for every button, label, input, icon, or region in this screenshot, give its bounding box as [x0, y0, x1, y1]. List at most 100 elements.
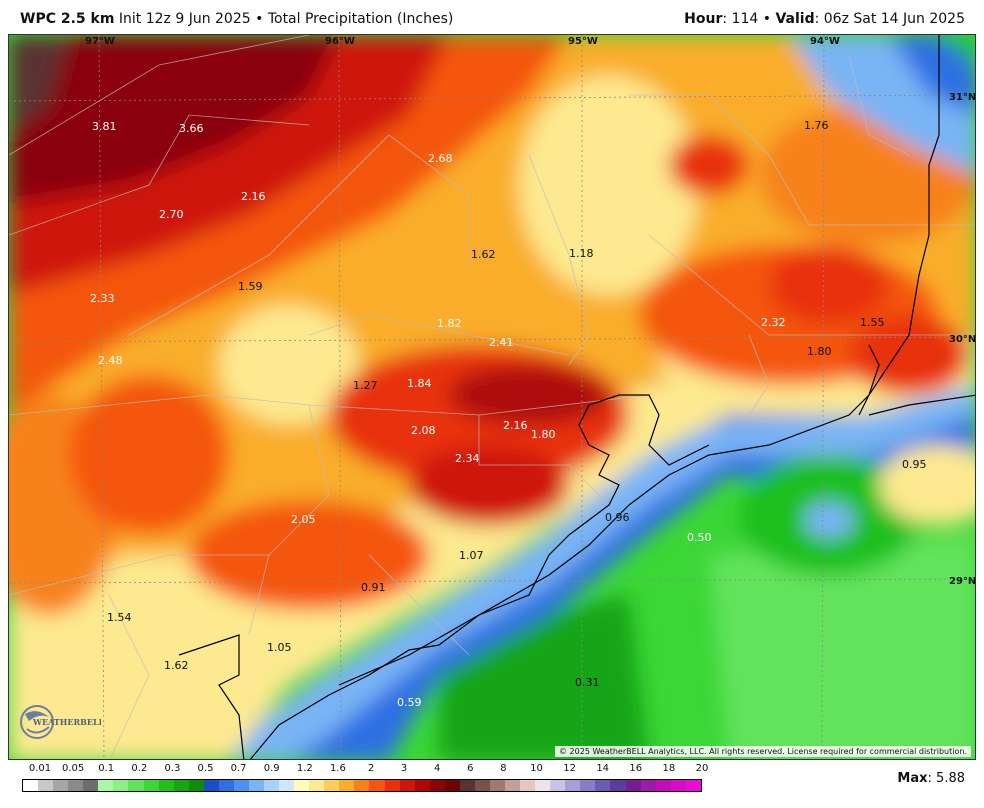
max-label-text: Max — [897, 771, 928, 786]
legend-swatch — [98, 780, 114, 791]
legend-color-bar — [22, 779, 702, 792]
legend-swatch — [399, 780, 415, 791]
precip-value-label: 1.07 — [459, 549, 484, 562]
svg-text:WEATHERBELL: WEATHERBELL — [32, 717, 101, 727]
legend-tick-label: 2 — [367, 763, 375, 774]
precip-value-label: 1.62 — [471, 248, 496, 261]
legend-swatch — [670, 780, 686, 791]
legend-tick-label: 0.1 — [98, 763, 115, 774]
precip-shading — [9, 35, 975, 759]
legend-swatch — [655, 780, 671, 791]
title-separator: • — [255, 11, 264, 27]
coastline — [178, 35, 975, 759]
valid-value: : 06z Sat 14 Jun 2025 — [814, 11, 965, 27]
legend-swatch — [294, 780, 310, 791]
weatherbell-logo-icon: WEATHERBELL — [20, 705, 101, 739]
legend-swatch — [474, 780, 490, 791]
legend-swatch — [354, 780, 370, 791]
lon-label-97w: 97°W — [85, 36, 115, 47]
legend-swatch — [68, 780, 84, 791]
legend-tick-label: 10 — [530, 763, 543, 774]
precip-value-label: 1.80 — [531, 428, 556, 441]
hour-label: Hour — [684, 11, 723, 27]
valid-label: Valid — [775, 11, 815, 27]
legend-tick-label: 0.5 — [197, 763, 214, 774]
precip-value-label: 2.34 — [455, 452, 480, 465]
legend-tick-label: 1.6 — [329, 763, 346, 774]
legend-swatch — [520, 780, 536, 791]
precip-value-label: 2.48 — [98, 354, 123, 367]
precip-value-label: 0.96 — [605, 511, 630, 524]
precip-value-label: 0.59 — [397, 696, 422, 709]
legend-swatch — [595, 780, 611, 791]
lon-label-95w: 95°W — [568, 36, 598, 47]
precip-value-label: 1.84 — [407, 377, 432, 390]
legend-swatch — [203, 780, 219, 791]
legend-swatch — [143, 780, 159, 791]
precip-value-label: 2.41 — [489, 336, 514, 349]
legend-swatch — [309, 780, 325, 791]
precip-value-label: 2.16 — [503, 419, 528, 432]
legend-swatch — [83, 780, 99, 791]
legend-tick-label: 1.2 — [296, 763, 313, 774]
precip-value-label: 1.18 — [569, 247, 594, 260]
map-title: WPC 2.5 km Init 12z 9 Jun 2025 • Total P… — [20, 11, 453, 27]
header-separator: • — [762, 11, 771, 27]
precip-value-label: 3.66 — [179, 122, 204, 135]
product-name: Total Precipitation (Inches) — [267, 11, 454, 27]
lat-label-31n: 31°N — [949, 92, 976, 103]
legend-swatch — [23, 780, 39, 791]
legend-tick-label: 20 — [695, 763, 709, 774]
legend-swatch — [565, 780, 581, 791]
precipitation-map[interactable]: 97°W 96°W 95°W 94°W 31°N 30°N 29°N 3.81 3… — [8, 34, 976, 760]
legend-swatch — [324, 780, 340, 791]
model-name: WPC 2.5 km — [20, 11, 115, 27]
legend-swatch — [444, 780, 460, 791]
max-value-text: : 5.88 — [927, 771, 965, 786]
precip-value-label: 0.31 — [575, 676, 600, 689]
precip-value-label: 0.91 — [361, 581, 386, 594]
lat-label-30n: 30°N — [949, 334, 976, 345]
precip-value-label: 2.05 — [291, 513, 316, 526]
legend-swatch — [113, 780, 129, 791]
precip-value-label: 1.54 — [107, 611, 132, 624]
legend-swatch — [38, 780, 54, 791]
county-borders — [9, 35, 975, 759]
legend-swatch — [489, 780, 505, 791]
legend-swatch — [158, 780, 174, 791]
legend-tick-label: 18 — [662, 763, 676, 774]
legend-swatch — [414, 780, 430, 791]
precip-value-label: 2.68 — [428, 152, 453, 165]
legend-tick-label: 16 — [629, 763, 643, 774]
precip-value-label: 2.32 — [761, 316, 786, 329]
legend-tick-label: 6 — [467, 763, 474, 774]
precip-value-label: 2.70 — [159, 208, 184, 221]
legend-swatch — [218, 780, 234, 791]
precip-value-label: 0.95 — [902, 458, 927, 471]
legend-swatch — [505, 780, 521, 791]
precip-value-label: 1.62 — [164, 659, 189, 672]
lon-label-96w: 96°W — [325, 36, 355, 47]
legend-swatch — [580, 780, 596, 791]
lat-lon-grid — [9, 35, 975, 759]
lat-label-29n: 29°N — [949, 576, 976, 587]
precip-value-label: 1.27 — [353, 379, 378, 392]
legend-tick-label: 0.05 — [61, 763, 85, 774]
value-labels: 3.81 3.66 2.68 2.16 2.70 1.62 1.18 1.76 1.59 2.33… — [90, 119, 927, 709]
legend-swatch — [173, 780, 189, 791]
copyright-notice: © 2025 WeatherBELL Analytics, LLC. All r… — [555, 746, 971, 757]
legend-swatch — [369, 780, 385, 791]
precip-value-label: 3.81 — [92, 120, 117, 133]
precip-value-label: 0.50 — [687, 531, 712, 544]
precip-value-label: 1.76 — [804, 119, 829, 132]
legend-swatch — [459, 780, 475, 791]
legend-swatch — [429, 780, 445, 791]
legend-tick-label: 3 — [400, 763, 408, 774]
legend-swatch — [610, 780, 626, 791]
legend-tick-label: 0.2 — [131, 763, 148, 774]
legend-swatch — [248, 780, 264, 791]
legend-swatch — [188, 780, 204, 791]
precip-value-label: 1.82 — [437, 317, 462, 330]
legend-swatch — [550, 780, 566, 791]
legend-tick-label: 0.01 — [28, 763, 52, 774]
